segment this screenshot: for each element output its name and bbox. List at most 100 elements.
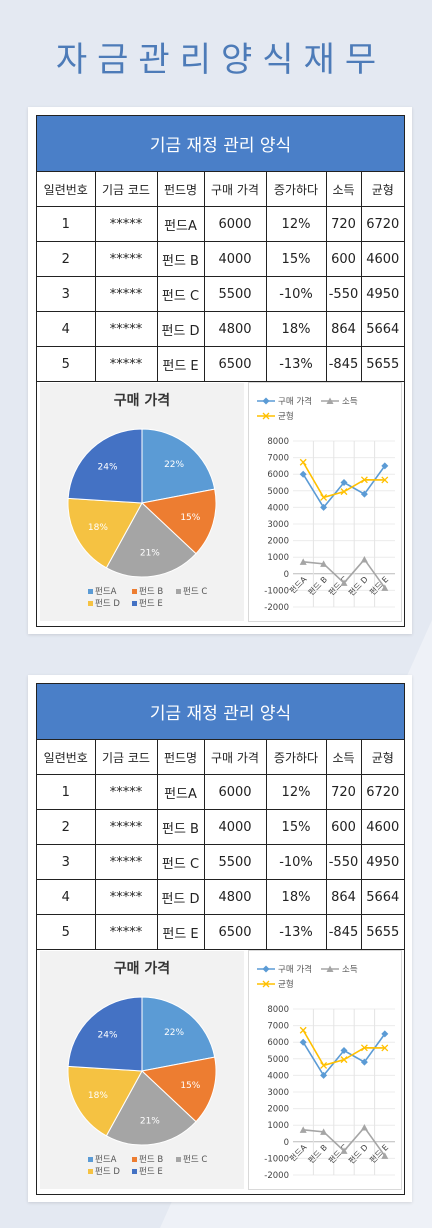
legend-label: 펀드 D [95,1167,120,1177]
table-cell: 12% [265,206,327,242]
y-tick-label: -2000 [264,603,289,613]
header-cell: 증가하다 [265,172,327,207]
marker [360,555,368,563]
table-cell: 5655 [360,914,404,950]
pie-slice [140,488,217,555]
table-cell: 600 [325,809,362,845]
table-cell: ***** [94,809,158,845]
legend-label: 펀드 D [95,599,120,609]
table-cell: 4600 [360,809,404,845]
marker [381,1152,389,1159]
y-tick-label: 1000 [267,553,289,563]
table-cell: 1 [37,774,96,810]
x-tick-label: 펀드A [288,1142,309,1163]
pie-slice [67,497,143,569]
pie-title: 구매 가격 [114,960,170,977]
legend-label: 펀드 C [183,587,207,597]
series-line [302,465,386,509]
header-cell: 일련번호 [37,740,96,775]
table-cell: ***** [94,879,158,915]
table-cell: ***** [94,311,158,347]
table-cell: 600 [325,241,362,277]
marker [360,1058,368,1066]
legend-label: 펀드A [95,587,117,597]
y-tick-label: 0 [284,1138,289,1148]
pie-slice [67,996,143,1072]
marker [381,476,389,484]
marker [340,1147,348,1154]
legend-label: 펀드 C [183,1155,207,1165]
marker [320,1071,328,1079]
y-tick-label: 7000 [267,1022,289,1032]
table-cell: ***** [94,346,158,382]
table-row: 3 ***** 펀드 C 5500 -10% -550 4950 [37,276,404,312]
marker [326,965,334,972]
table: 일련번호 기금 코드 펀드명 구매 가격 증가하다 소득 균형 1 ***** 펀드A 6000 12… [37,740,404,950]
table-cell: 5664 [360,879,404,915]
marker [299,1026,307,1034]
pie-slice [67,1065,143,1137]
legend-swatch [176,589,181,594]
x-tick-label: 펀드 B [307,575,329,597]
legend-swatch [88,601,93,606]
marker [360,1044,368,1052]
legend-swatch [132,589,137,594]
table-cell: 펀드A [156,774,205,810]
slice-label: 21% [140,549,160,559]
header-cell: 구매 가격 [203,740,267,775]
table-cell: 5664 [360,311,404,347]
y-tick-label: 0 [284,570,289,580]
legend-label: 구매 가격 [278,396,312,407]
table-cell: 864 [325,879,362,915]
table-title: 기금 재정 관리 양식 [37,684,404,740]
table-cell: ***** [94,276,158,312]
legend-swatch [88,1157,93,1162]
pie-slice [67,428,143,504]
table-row: 4 ***** 펀드 D 4800 18% 864 5664 [37,879,404,915]
table-cell: 4950 [360,844,404,880]
y-tick-label: 5000 [267,487,289,497]
table-cell: 6000 [203,206,267,242]
table-cell: 펀드 E [156,346,205,382]
table-cell: 2 [37,241,96,277]
line-chart: -2000 -1000 0 1000 2000 3000 4000 5000 6000 7000 8… [248,382,402,622]
table-cell: -13% [265,914,327,950]
y-tick-label: -2000 [264,1171,289,1181]
header-cell: 균형 [360,740,404,775]
marker [340,1047,348,1054]
table-cell: ***** [94,206,158,242]
marker [262,965,270,973]
legend-label: 펀드 E [139,1167,163,1177]
legend-swatch [132,1169,137,1174]
table-cell: 2 [37,809,96,845]
marker [320,493,328,501]
marker [262,980,270,988]
table-cell: 6500 [203,346,267,382]
table-cell: -550 [325,844,362,880]
table-cell: 4950 [360,276,404,312]
marker [381,462,389,470]
y-tick-label: 8000 [267,437,289,447]
marker [299,1126,307,1133]
x-tick-label: 펀드A [288,574,309,595]
legend-label: 균형 [278,980,294,990]
table-cell: 720 [325,774,362,810]
header-cell: 증가하다 [265,740,327,775]
table-cell: 펀드A [156,206,205,242]
y-tick-label: 8000 [267,1005,289,1015]
legend-swatch [132,601,137,606]
table-cell: 18% [265,311,327,347]
table-cell: ***** [94,774,158,810]
table-cell: 4600 [360,241,404,277]
table-cell: 6500 [203,914,267,950]
pie-slice [105,1070,197,1146]
y-tick-label: -1000 [264,586,289,596]
slice-label: 24% [98,1030,118,1040]
marker [340,479,348,486]
marker [360,476,368,484]
legend-label: 균형 [278,412,294,422]
card-frame: 기금 재정 관리 양식 일련번호 기금 코드 펀드명 구매 가격 증가하다 소득 균형 1 ***… [36,683,405,1195]
legend-label: 펀드 B [139,587,163,597]
table-cell: ***** [94,241,158,277]
marker [299,458,307,466]
